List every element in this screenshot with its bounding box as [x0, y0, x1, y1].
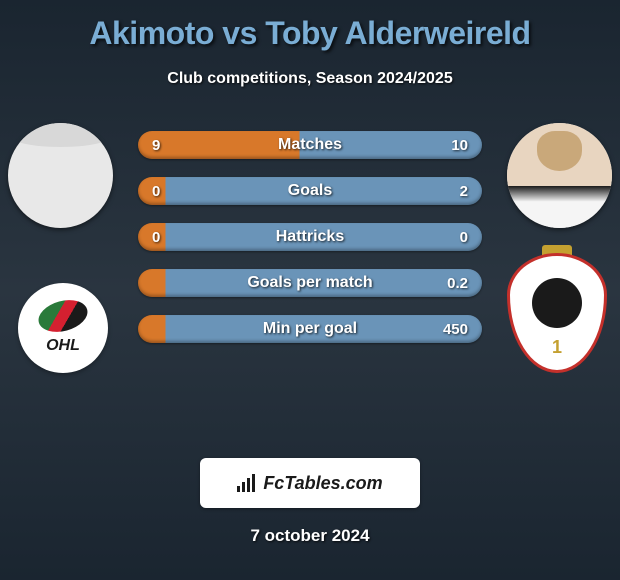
infographic-container: Akimoto vs Toby Alderweireld Club compet… — [0, 0, 620, 580]
stats-area: 9 Matches 10 0 Goals 2 0 Hattricks 0 Goa… — [0, 123, 620, 403]
stat-label: Goals — [138, 182, 482, 200]
stat-right-value: 2 — [460, 183, 468, 200]
stat-row-matches: 9 Matches 10 — [138, 131, 482, 159]
stat-bars: 9 Matches 10 0 Goals 2 0 Hattricks 0 Goa… — [138, 131, 482, 361]
player-left-photo — [8, 123, 113, 228]
stat-row-mpg: Min per goal 450 — [138, 315, 482, 343]
stat-label: Goals per match — [138, 274, 482, 292]
club-left-logo — [18, 283, 108, 373]
stat-right-value: 10 — [451, 137, 468, 154]
player-right-photo — [507, 123, 612, 228]
page-title: Akimoto vs Toby Alderweireld — [0, 15, 620, 52]
club-right-logo — [507, 253, 607, 383]
subtitle: Club competitions, Season 2024/2025 — [0, 70, 620, 88]
stat-row-gpm: Goals per match 0.2 — [138, 269, 482, 297]
stat-label: Min per goal — [138, 320, 482, 338]
player-left-column — [8, 123, 113, 373]
bar-chart-icon — [237, 474, 259, 492]
stat-right-value: 450 — [443, 321, 468, 338]
brand-box[interactable]: FcTables.com — [200, 458, 420, 508]
stat-row-hattricks: 0 Hattricks 0 — [138, 223, 482, 251]
brand-text: FcTables.com — [263, 473, 382, 494]
date-text: 7 october 2024 — [0, 526, 620, 546]
stat-label: Matches — [138, 136, 482, 154]
stat-label: Hattricks — [138, 228, 482, 246]
stat-right-value: 0 — [460, 229, 468, 246]
stat-row-goals: 0 Goals 2 — [138, 177, 482, 205]
player-right-column — [507, 123, 612, 383]
stat-right-value: 0.2 — [447, 275, 468, 292]
